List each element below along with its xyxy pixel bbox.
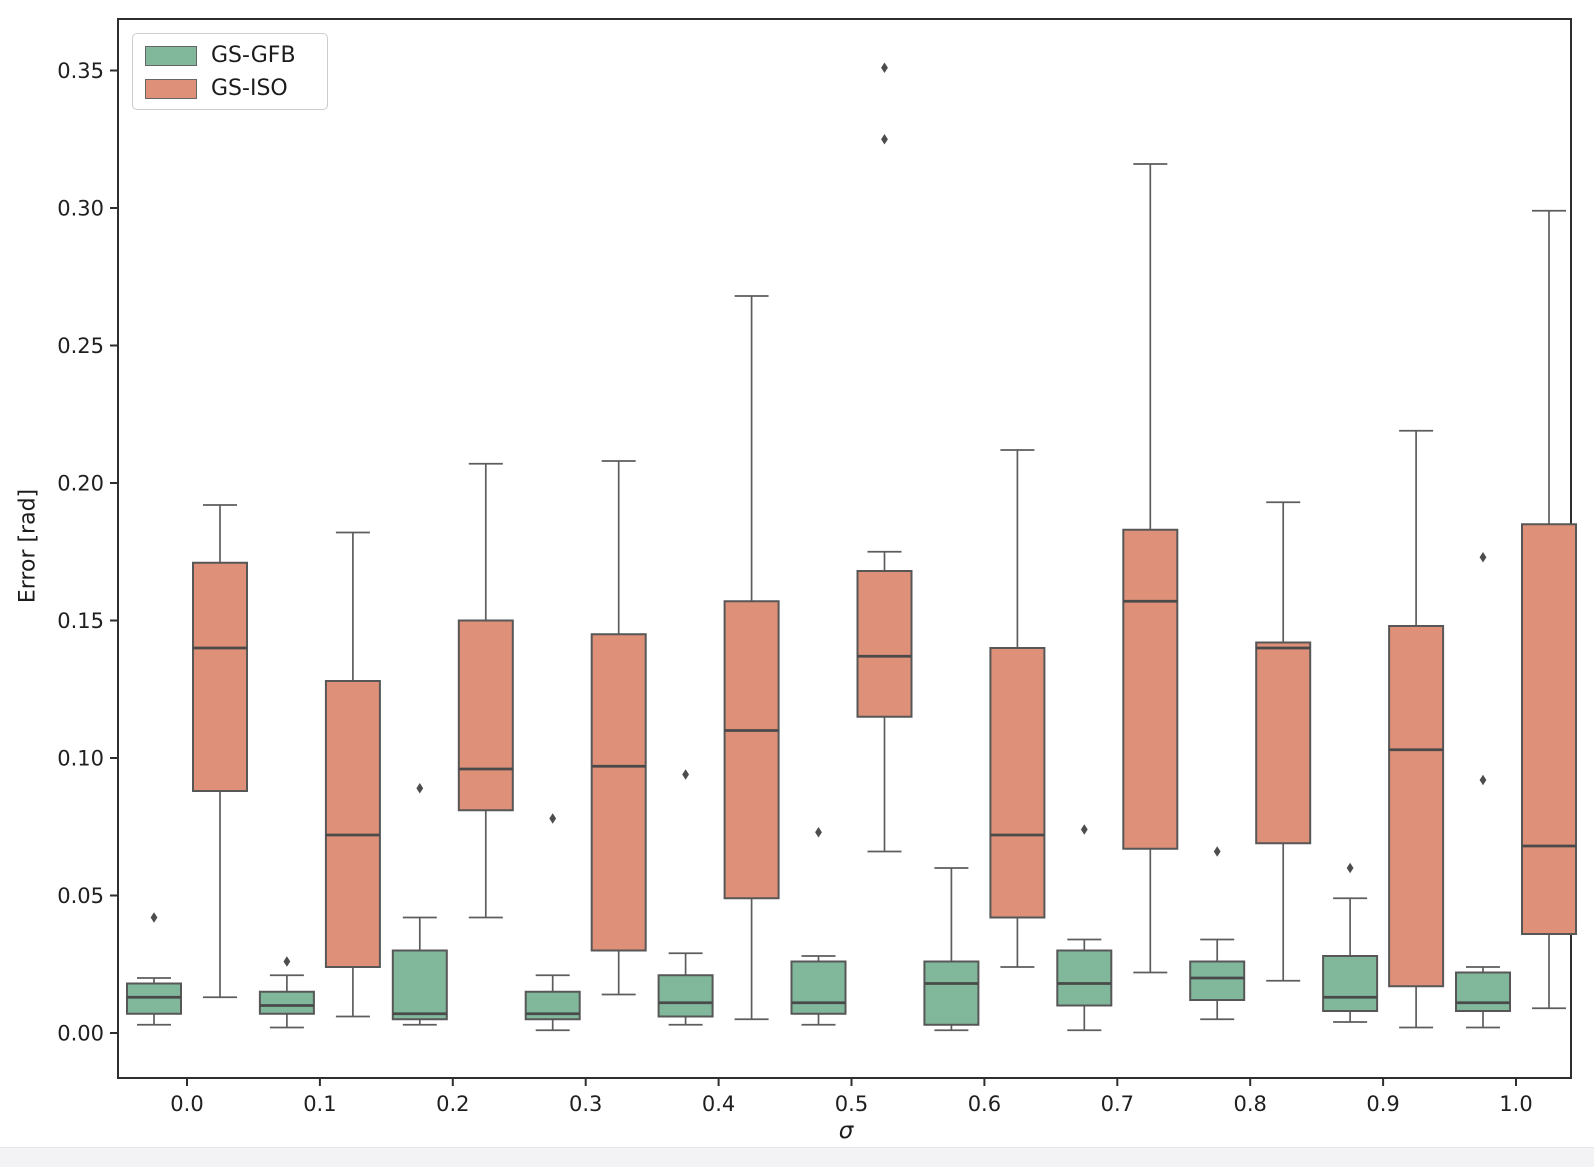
box-gs-gfb-1.0 [1455, 971, 1511, 1012]
outlier-point-gs-gfb-0.5 [815, 827, 822, 838]
box-gs-iso-0.9 [1388, 625, 1445, 988]
box-gs-gfb-0.7 [1056, 949, 1113, 1007]
box-gs-gfb-0.8 [1189, 960, 1246, 1001]
y-axis-label: Error [rad] [15, 488, 41, 604]
footer-strip [0, 1147, 1594, 1167]
outlier-point-gs-gfb-0.9 [1346, 862, 1354, 874]
x-tick-label: 0.7 [1101, 1092, 1134, 1116]
x-tick-label: 0.3 [569, 1092, 602, 1116]
x-tick-label: 0.2 [436, 1092, 469, 1116]
outlier-point-gs-gfb-0.0 [150, 912, 158, 923]
legend-label-gs-gfb: GS-GFB [211, 43, 296, 68]
box-gs-gfb-0.6 [923, 960, 980, 1026]
x-tick-label: 0.6 [968, 1092, 1001, 1116]
box-gs-iso-0.4 [723, 600, 780, 900]
y-tick-label: 0.30 [57, 197, 104, 221]
legend: GS-GFB GS-ISO [132, 33, 328, 110]
x-tick-label: 0.8 [1233, 1092, 1266, 1116]
x-tick-label: 0.5 [835, 1092, 868, 1116]
box-gs-gfb-0.1 [258, 990, 315, 1015]
legend-swatch-gs-iso [145, 79, 197, 99]
box-gs-iso-0.5 [856, 570, 913, 718]
box-gs-iso-0.2 [457, 619, 514, 812]
outlier-point-gs-gfb-0.7 [1080, 824, 1088, 835]
box-gs-iso-0.6 [989, 647, 1046, 919]
box-gs-gfb-0.9 [1322, 955, 1379, 1012]
outlier-point-gs-gfb-0.8 [1213, 846, 1221, 857]
box-gs-gfb-0.2 [391, 949, 448, 1021]
y-tick-label: 0.25 [57, 334, 104, 358]
box-gs-iso-0.1 [324, 680, 381, 968]
y-tick-label: 0.15 [57, 609, 104, 633]
legend-item-gs-iso: GS-ISO [145, 76, 327, 102]
y-tick-label: 0.35 [57, 59, 104, 83]
outlier-point-gs-gfb-0.3 [549, 813, 557, 824]
x-axis-label: σ [838, 1118, 854, 1144]
legend-label-gs-iso: GS-ISO [211, 76, 288, 101]
box-gs-iso-0.0 [192, 561, 248, 792]
y-tick-label: 0.20 [57, 472, 104, 496]
outlier-point-gs-gfb-1.0 [1479, 552, 1487, 563]
outlier-point-gs-gfb-1.0 [1479, 774, 1487, 786]
y-tick-label: 0.00 [57, 1022, 104, 1046]
box-gs-gfb-0.4 [657, 974, 714, 1018]
y-tick-label: 0.05 [57, 884, 104, 908]
x-tick-label: 0.9 [1366, 1092, 1399, 1116]
x-tick-label: 0.4 [702, 1092, 735, 1116]
x-tick-label: 0.1 [303, 1092, 336, 1116]
outlier-point-gs-iso-0.5 [881, 62, 888, 73]
outlier-point-gs-gfb-0.1 [283, 956, 291, 967]
legend-item-gs-gfb: GS-GFB [145, 43, 327, 69]
box-gs-gfb-0.5 [790, 960, 847, 1015]
box-gs-iso-0.7 [1122, 528, 1179, 850]
outlier-point-gs-iso-0.5 [881, 134, 888, 145]
box-gs-iso-0.8 [1255, 641, 1312, 845]
y-tick-label: 0.10 [57, 747, 104, 771]
box-gs-iso-1.0 [1521, 523, 1577, 935]
box-gs-iso-0.3 [590, 633, 647, 952]
x-tick-label: 1.0 [1499, 1092, 1532, 1116]
outlier-point-gs-gfb-0.4 [682, 769, 689, 780]
x-tick-label: 0.0 [170, 1092, 203, 1116]
legend-swatch-gs-gfb [145, 46, 197, 66]
outlier-point-gs-gfb-0.2 [416, 783, 424, 794]
